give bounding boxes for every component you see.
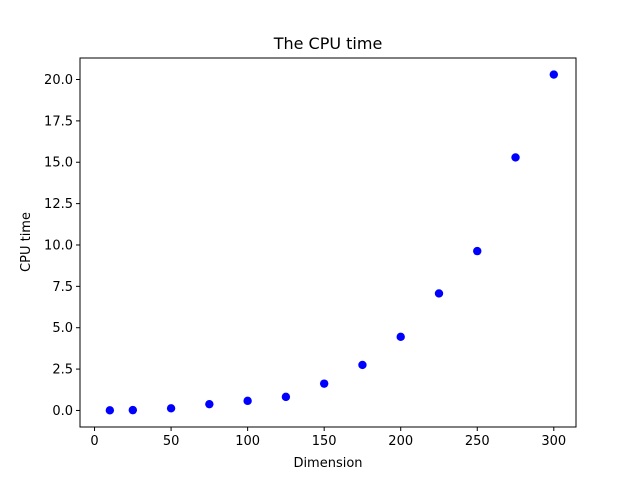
data-point bbox=[549, 70, 559, 79]
x-tick-label: 200 bbox=[388, 434, 413, 449]
data-point bbox=[243, 396, 252, 406]
data-point bbox=[511, 153, 520, 162]
x-tick-label: 0 bbox=[90, 434, 98, 449]
chart-title: The CPU time bbox=[273, 34, 383, 53]
data-point bbox=[281, 392, 291, 402]
x-axis-label: Dimension bbox=[293, 456, 362, 471]
x-tick-label: 150 bbox=[312, 434, 337, 449]
data-point bbox=[434, 289, 444, 298]
y-axis-label: CPU time bbox=[19, 212, 34, 272]
data-point bbox=[205, 399, 214, 409]
x-tick-label: 250 bbox=[465, 434, 490, 449]
points-layer bbox=[105, 70, 559, 415]
y-tick-label: 7.5 bbox=[52, 280, 73, 295]
x-tick-label: 300 bbox=[541, 434, 566, 449]
x-tick-label: 50 bbox=[163, 434, 180, 449]
data-point bbox=[105, 406, 115, 415]
y-tick-label: 15.0 bbox=[44, 156, 73, 171]
y-tick-label: 12.5 bbox=[44, 197, 73, 212]
data-point bbox=[358, 360, 367, 370]
y-tick-label: 5.0 bbox=[52, 321, 73, 336]
y-tick-label: 2.5 bbox=[52, 363, 73, 378]
ticks-layer: 0 50 100 150 200 250 300 0.0 2.5 5.0 7.5 10.0 12.5 15… bbox=[44, 73, 566, 449]
data-point bbox=[396, 332, 405, 342]
y-tick-label: 0.0 bbox=[52, 404, 73, 419]
x-tick-label: 100 bbox=[235, 434, 260, 449]
data-point bbox=[166, 404, 176, 413]
data-point bbox=[473, 246, 482, 256]
data-point bbox=[128, 405, 138, 415]
y-tick-label: 17.5 bbox=[44, 114, 73, 129]
data-point bbox=[319, 379, 329, 388]
y-tick-label: 20.0 bbox=[44, 73, 73, 88]
plot-frame bbox=[79, 57, 577, 428]
y-tick-label: 10.0 bbox=[44, 238, 73, 253]
